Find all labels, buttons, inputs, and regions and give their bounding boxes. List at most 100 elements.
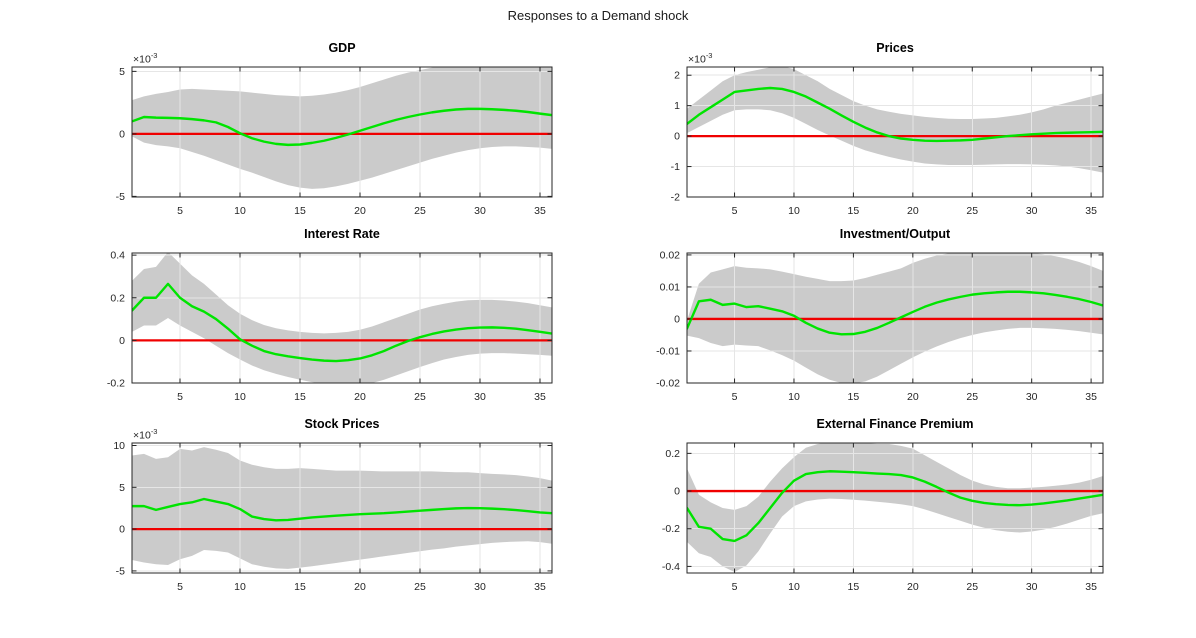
x-tick-label: 15 <box>848 205 860 217</box>
subplot-title: Interest Rate <box>304 227 380 241</box>
x-tick-label: 25 <box>966 391 978 403</box>
x-tick-label: 10 <box>234 391 246 403</box>
median-line <box>132 282 552 363</box>
axis-frame <box>686 252 1104 384</box>
x-tick-label: 30 <box>474 391 486 403</box>
subplot-stock-prices: Stock Prices ×10-3 5 10 15 20 25 30 35 -5 0 5 10 <box>70 411 568 601</box>
plot-canvas: 5 10 15 20 25 30 35 -2 -1 0 1 2 <box>671 66 1104 217</box>
y-axis-exponent-label: ×10-3 <box>133 427 158 442</box>
y-tick-label: -0.4 <box>662 561 680 573</box>
x-tick-label: 5 <box>177 391 183 403</box>
y-tick-label: -5 <box>116 565 125 577</box>
confidence-band <box>132 253 552 383</box>
y-tick-label: 0.02 <box>660 249 681 261</box>
x-tick-label: 30 <box>1026 581 1038 593</box>
y-tick-label: -1 <box>671 161 680 173</box>
x-tick-label: 15 <box>294 581 306 593</box>
y-tick-label: 2 <box>674 70 680 82</box>
figure-title: Responses to a Demand shock <box>507 8 689 23</box>
y-tick-label: -0.02 <box>656 378 680 390</box>
x-tick-label: 10 <box>788 205 800 217</box>
axis-frame <box>686 66 1104 198</box>
y-tick-label: 0.4 <box>110 250 125 262</box>
median-line <box>687 86 1103 143</box>
x-tick-label: 35 <box>1085 391 1097 403</box>
median-line <box>132 107 552 147</box>
x-tick-label: 30 <box>1026 391 1038 403</box>
plot-canvas: 5 10 15 20 25 30 35 -0.02 -0.01 0 0.01 0.02 <box>656 249 1104 403</box>
y-tick-label: 0.2 <box>665 448 680 460</box>
confidence-band <box>132 67 552 189</box>
median-line <box>687 470 1103 543</box>
y-tick-label: 0 <box>674 131 680 143</box>
plot-canvas: 5 10 15 20 25 30 35 -5 0 5 <box>116 66 553 217</box>
subplot-title: Investment/Output <box>839 227 951 241</box>
axis-frame <box>131 66 553 198</box>
y-tick-label: 0 <box>119 335 125 347</box>
subplot-interest-rate: Interest Rate 5 10 15 20 25 30 35 -0.2 0 0.2 0.4 <box>70 221 568 411</box>
x-tick-label: 20 <box>907 391 919 403</box>
subplot-title: GDP <box>328 41 356 55</box>
x-tick-label: 20 <box>354 205 366 217</box>
confidence-band <box>132 447 552 569</box>
x-tick-label: 5 <box>732 581 738 593</box>
axis-frame <box>131 252 553 384</box>
y-tick-label: 5 <box>119 66 125 78</box>
y-tick-label: -0.01 <box>656 345 680 357</box>
median-line <box>687 290 1103 336</box>
y-tick-label: 0 <box>674 486 680 498</box>
x-tick-label: 5 <box>732 205 738 217</box>
subplot-title: External Finance Premium <box>816 417 974 431</box>
plot-canvas: 5 10 15 20 25 30 35 -0.2 0 0.2 0.4 <box>107 250 553 403</box>
y-axis-exponent-label: ×10-3 <box>133 51 158 66</box>
y-tick-label: 5 <box>119 482 125 494</box>
x-tick-label: 10 <box>234 581 246 593</box>
x-tick-label: 25 <box>966 581 978 593</box>
x-tick-label: 25 <box>414 581 426 593</box>
subplot-gdp: GDP ×10-3 5 10 15 20 25 30 35 -5 0 5 <box>70 35 568 225</box>
x-tick-label: 30 <box>474 581 486 593</box>
x-tick-label: 10 <box>788 581 800 593</box>
y-tick-label: 0 <box>119 524 125 536</box>
x-tick-label: 20 <box>907 581 919 593</box>
y-tick-label: 0 <box>674 313 680 325</box>
x-tick-label: 5 <box>732 391 738 403</box>
x-tick-label: 15 <box>848 391 860 403</box>
confidence-band <box>687 443 1103 573</box>
plot-canvas: 5 10 15 20 25 30 35 -5 0 5 10 <box>113 440 553 593</box>
x-tick-label: 25 <box>966 205 978 217</box>
x-tick-label: 35 <box>1085 581 1097 593</box>
x-tick-label: 20 <box>354 391 366 403</box>
plot-canvas: 5 10 15 20 25 30 35 -0.4 -0.2 0 0.2 <box>662 442 1104 593</box>
x-tick-label: 35 <box>534 581 546 593</box>
x-tick-label: 30 <box>1026 205 1038 217</box>
confidence-band <box>687 253 1103 383</box>
y-tick-label: 10 <box>113 440 125 452</box>
x-tick-label: 35 <box>1085 205 1097 217</box>
x-tick-label: 10 <box>788 391 800 403</box>
y-tick-label: -0.2 <box>107 378 125 390</box>
subplot-prices: Prices ×10-3 5 10 15 20 25 30 35 -2 -1 0 1 2 <box>625 35 1119 225</box>
median-line <box>132 497 552 522</box>
subplot-external-finance-premium: External Finance Premium 5 10 15 20 25 30 35 -0… <box>625 411 1119 601</box>
confidence-band <box>687 67 1103 173</box>
x-tick-label: 25 <box>414 205 426 217</box>
x-tick-label: 35 <box>534 205 546 217</box>
x-tick-label: 35 <box>534 391 546 403</box>
x-tick-label: 5 <box>177 581 183 593</box>
x-tick-label: 25 <box>414 391 426 403</box>
y-tick-label: 0 <box>119 128 125 140</box>
y-tick-label: 0.2 <box>110 292 125 304</box>
subplot-investment-output: Investment/Output 5 10 15 20 25 30 35 -0.02 -0.0… <box>625 221 1119 411</box>
x-tick-label: 10 <box>234 205 246 217</box>
y-tick-label: -2 <box>671 192 680 204</box>
x-tick-label: 15 <box>848 581 860 593</box>
x-tick-label: 20 <box>354 581 366 593</box>
subplot-title: Prices <box>876 41 914 55</box>
x-tick-label: 5 <box>177 205 183 217</box>
x-tick-label: 15 <box>294 205 306 217</box>
subplot-title: Stock Prices <box>304 417 380 431</box>
x-tick-label: 15 <box>294 391 306 403</box>
axis-frame <box>686 442 1104 574</box>
